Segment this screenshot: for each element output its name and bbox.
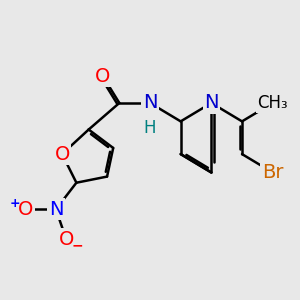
Text: N: N: [49, 200, 63, 219]
Text: −: −: [71, 238, 83, 252]
Text: O: O: [58, 230, 74, 249]
Text: O: O: [95, 67, 111, 86]
Text: H: H: [144, 118, 156, 136]
Text: O: O: [18, 200, 33, 219]
Text: Br: Br: [262, 163, 283, 182]
Text: O: O: [54, 145, 70, 164]
Text: N: N: [143, 94, 157, 112]
Text: CH₃: CH₃: [257, 94, 288, 112]
Text: N: N: [204, 94, 219, 112]
Text: +: +: [10, 197, 20, 210]
